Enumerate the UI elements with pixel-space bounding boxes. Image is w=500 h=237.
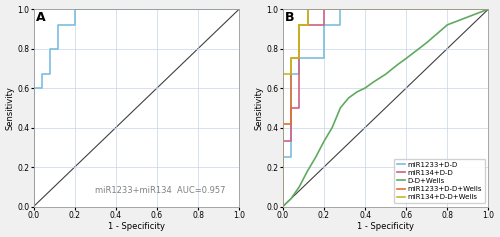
Text: B: B <box>285 11 294 24</box>
Text: A: A <box>36 11 46 24</box>
X-axis label: 1 - Specificity: 1 - Specificity <box>357 223 414 232</box>
Legend: miR1233+D-D, miR134+D-D, D-D+Wells, miR1233+D-D+Wells, miR134+D-D+Wells: miR1233+D-D, miR134+D-D, D-D+Wells, miR1… <box>394 159 485 203</box>
Y-axis label: Sensitivity: Sensitivity <box>6 86 15 130</box>
Y-axis label: Sensitivity: Sensitivity <box>255 86 264 130</box>
X-axis label: 1 - Specificity: 1 - Specificity <box>108 223 165 232</box>
Text: miR1233+miR134  AUC=0.957: miR1233+miR134 AUC=0.957 <box>96 186 226 195</box>
